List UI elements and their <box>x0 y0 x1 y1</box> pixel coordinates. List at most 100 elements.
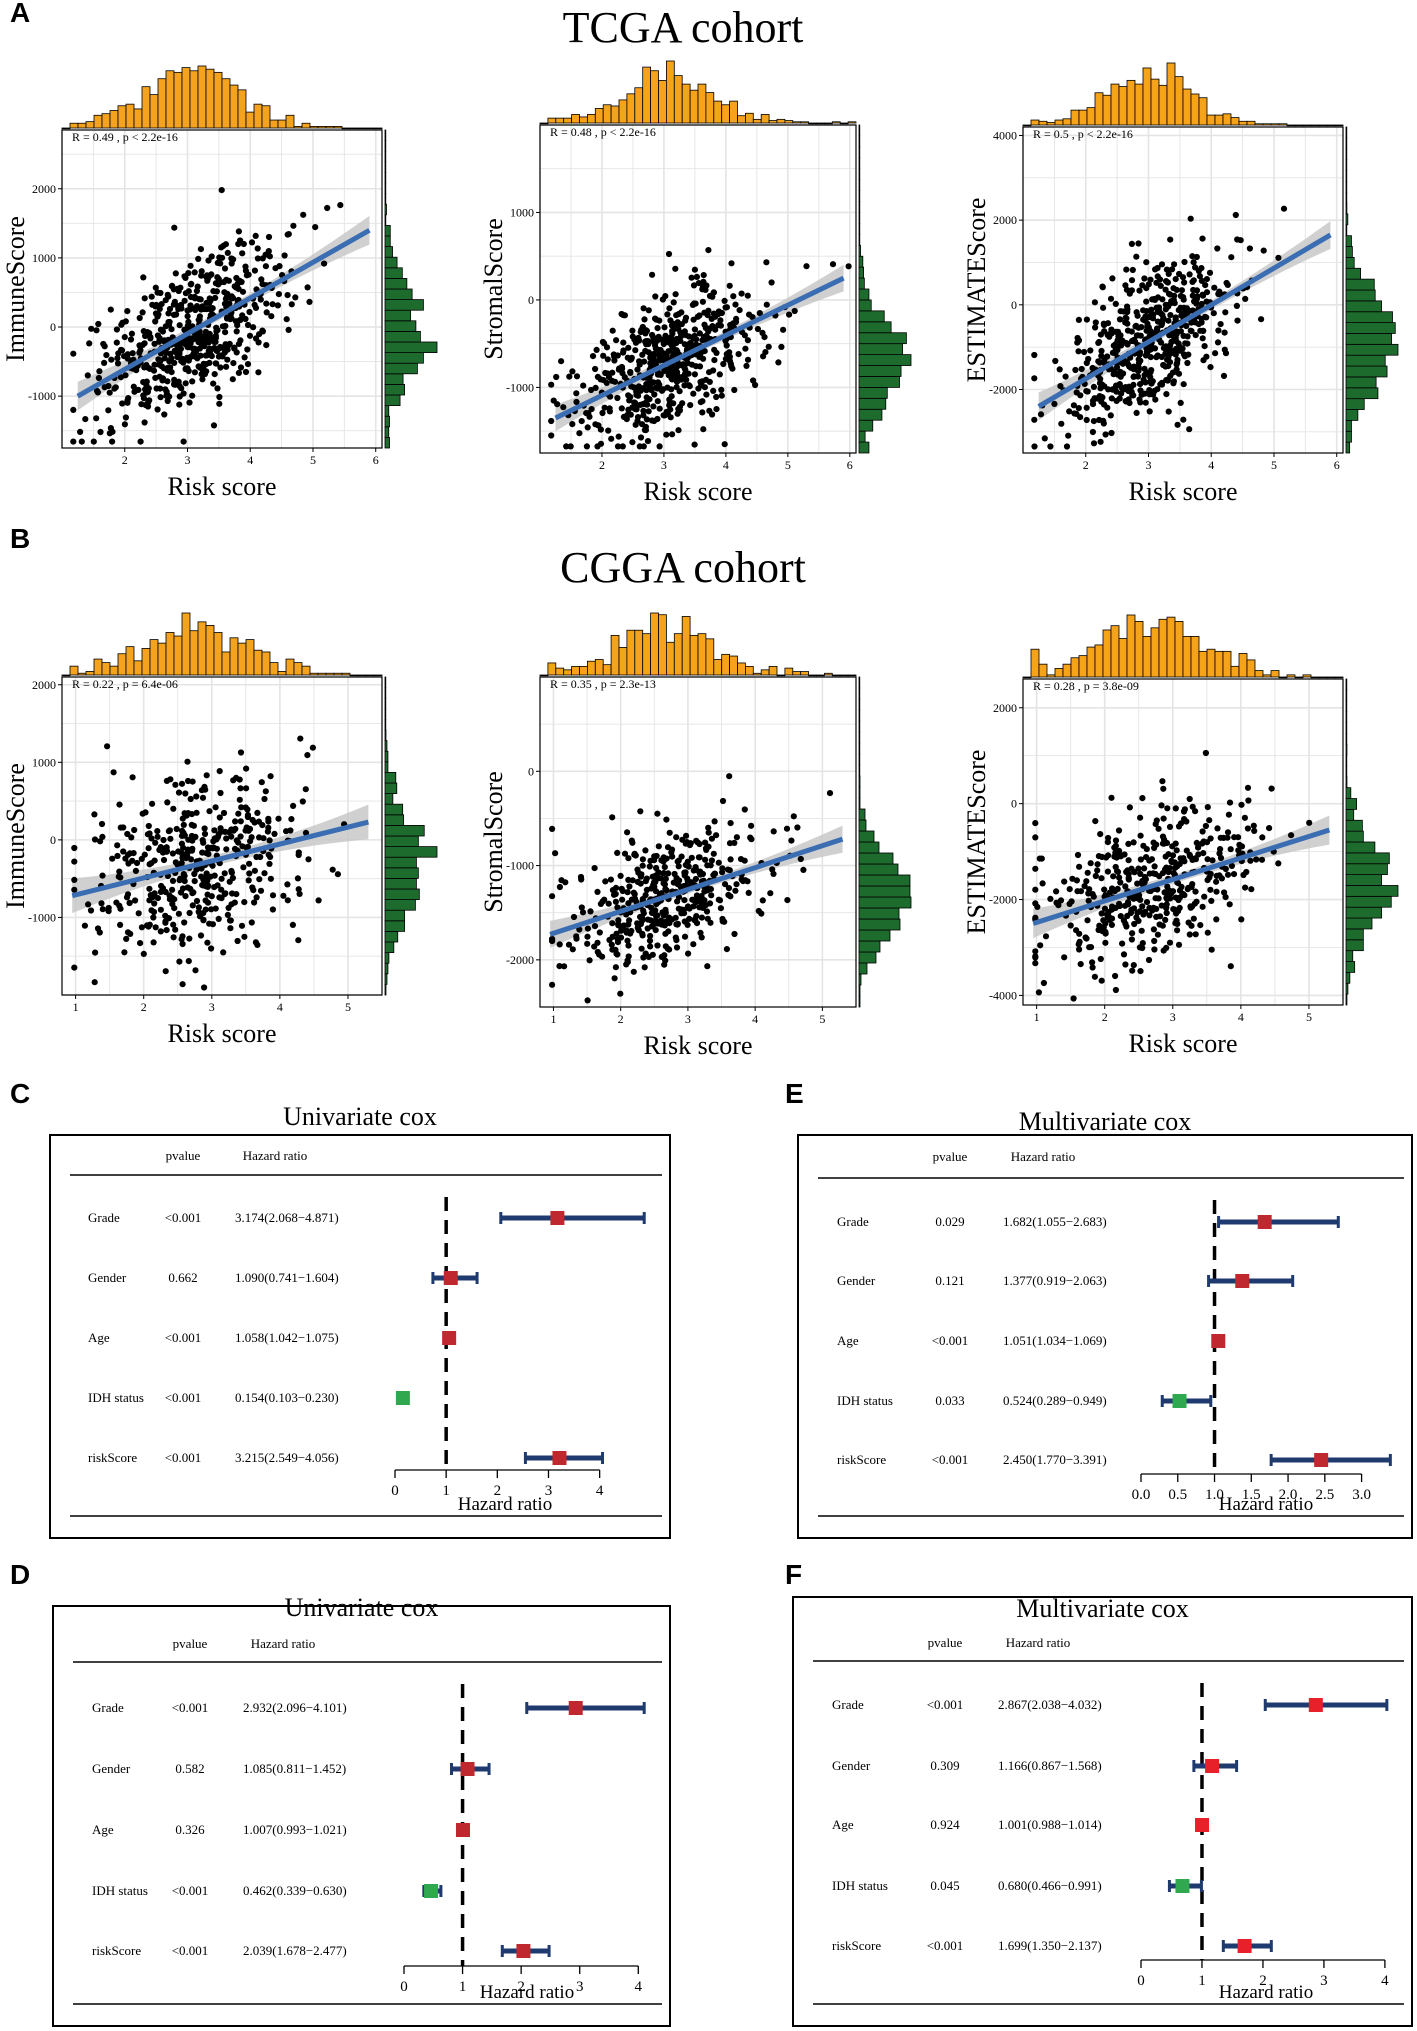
scatter-point <box>1148 306 1155 313</box>
scatter-point <box>135 910 142 917</box>
scatter-point <box>637 913 644 921</box>
scatter-point <box>1116 395 1123 402</box>
scatter-point <box>1197 922 1204 929</box>
scatter-point <box>653 864 660 872</box>
x-tick-label: 5 <box>1306 1010 1312 1024</box>
histogram-bar <box>213 632 223 676</box>
scatter-point <box>206 920 213 927</box>
side-marginal-histogram <box>384 676 438 996</box>
histogram-bar <box>61 674 71 677</box>
y-tick-label: -2000 <box>989 382 1017 396</box>
forest-x-tick-label: 2 <box>517 1979 525 1995</box>
scatter-point <box>217 260 224 267</box>
row-variable-name: Gender <box>832 1758 871 1773</box>
scatter-point <box>218 886 225 893</box>
scatter-point <box>1195 844 1202 851</box>
scatter-point <box>665 928 672 935</box>
scatter-point <box>1133 409 1140 416</box>
scatter-point <box>187 795 194 803</box>
scatter-point <box>1123 266 1130 273</box>
scatter-point <box>632 852 639 859</box>
histogram-bar <box>384 899 416 911</box>
scatter-point <box>162 968 169 975</box>
scatter-point <box>285 231 292 238</box>
scatter-point <box>1165 891 1172 899</box>
scatter-point <box>1162 306 1169 313</box>
histogram-bar <box>181 67 191 129</box>
scatter-point <box>220 949 227 956</box>
scatter-point <box>803 263 810 270</box>
scatter-point <box>1243 868 1250 876</box>
scatter-point <box>240 864 247 871</box>
scatter-point <box>154 895 161 902</box>
scatter-point <box>655 843 662 850</box>
scatter-point <box>578 904 585 911</box>
histogram-bar <box>157 642 167 676</box>
scatter-point <box>202 906 209 913</box>
scatter-point <box>1077 414 1084 421</box>
scatter-point <box>1187 215 1194 222</box>
x-tick-label: 4 <box>723 458 729 472</box>
x-tick-label: 2 <box>599 458 605 472</box>
y-tick-label: 2000 <box>993 213 1017 227</box>
histogram-bar <box>365 127 375 130</box>
scatter-point <box>211 371 218 378</box>
scatter-point <box>181 297 188 304</box>
scatter-point <box>664 844 672 851</box>
scatter-point <box>222 828 229 836</box>
scatter-point <box>1192 931 1199 938</box>
scatter-point <box>666 946 673 953</box>
scatter-point <box>614 936 621 943</box>
scatter-point <box>1122 961 1129 968</box>
scatter-point <box>91 979 98 986</box>
scatter-point <box>652 888 660 895</box>
scatter-point <box>150 914 157 921</box>
histogram-bar <box>539 122 549 125</box>
scatter-point <box>201 343 208 350</box>
scatter-point <box>256 876 263 883</box>
scatter-point <box>635 927 643 934</box>
scatter-point <box>675 863 682 870</box>
scatter-point <box>180 821 187 829</box>
histogram-bar <box>776 674 786 677</box>
scatter-point <box>553 373 560 381</box>
scatter-point <box>228 295 235 302</box>
histogram-bar <box>858 212 861 224</box>
scatter-point <box>262 788 269 795</box>
scatter-point <box>1159 833 1167 840</box>
scatter-point <box>241 354 248 361</box>
scatter-point <box>605 900 612 907</box>
scatter-point <box>1183 818 1190 825</box>
histogram-bar <box>1334 676 1344 679</box>
histogram-bar <box>858 233 861 246</box>
scatter-point <box>1163 266 1170 273</box>
scatter-point <box>744 292 751 299</box>
scatter-point <box>735 351 742 358</box>
scatter-point <box>312 224 319 231</box>
scatter-point <box>662 906 669 913</box>
scatter-point <box>1070 402 1077 409</box>
scatter-point <box>652 293 659 300</box>
y-tick-label: -1000 <box>28 389 56 403</box>
scatter-point <box>203 306 210 313</box>
scatter-point <box>1145 956 1153 964</box>
histogram-bar <box>571 665 580 676</box>
scatter-point <box>111 385 118 392</box>
scatter-point <box>133 859 141 867</box>
scatter-point <box>263 300 270 307</box>
scatter-point <box>147 334 154 341</box>
scatter-point <box>1130 392 1137 399</box>
scatter-point <box>141 419 148 426</box>
scatter-point <box>671 870 678 878</box>
scatter-point <box>237 833 244 840</box>
column-header-pvalue: pvalue <box>166 1148 201 1163</box>
scatter-point <box>231 283 238 290</box>
histogram-bar <box>1150 627 1160 678</box>
y-axis-title: ImmuneScore <box>1 216 30 362</box>
scatter-point <box>552 850 559 857</box>
histogram-bar <box>1022 676 1032 679</box>
scatter-point <box>636 443 643 450</box>
histogram-bar <box>816 674 825 677</box>
scatter-point <box>611 975 618 982</box>
scatter-point <box>728 260 735 267</box>
